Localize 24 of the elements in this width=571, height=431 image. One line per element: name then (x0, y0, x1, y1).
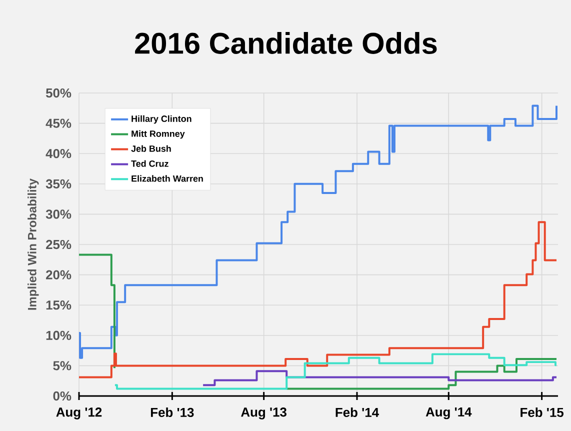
y-tick-label: 5% (53, 361, 72, 370)
x-tick-label: Feb '14 (336, 408, 379, 418)
y-tick-label: 15% (46, 300, 72, 310)
x-tick-label: Feb '13 (150, 408, 194, 418)
x-tick-label: Aug '14 (426, 408, 472, 420)
y-tick-label: 30% (46, 210, 72, 219)
legend-label: Ted Cruz (131, 160, 168, 167)
y-tick-label: 0% (53, 391, 72, 401)
legend-label: Mitt Romney (132, 130, 185, 139)
legend-label: Hillary Clinton (132, 115, 192, 124)
y-axis-title: Implied Win Probability (28, 178, 39, 310)
y-tick-label: 10% (46, 330, 72, 340)
legend-label: Elizabeth Warren (132, 175, 203, 182)
y-tick-label: 25% (46, 240, 72, 250)
chart-title: 2016 Candidate Odds (135, 32, 437, 54)
y-tick-label: 20% (46, 270, 72, 280)
legend-label: Jeb Bush (131, 145, 171, 152)
x-tick-label: Aug '13 (241, 408, 286, 420)
y-tick-label: 35% (46, 179, 72, 188)
y-tick-label: 45% (46, 118, 72, 128)
x-tick-label: Aug '12 (56, 408, 102, 420)
y-tick-label: 50% (46, 88, 72, 98)
x-tick-label: Feb '15 (520, 408, 564, 418)
y-tick-label: 40% (46, 149, 72, 158)
